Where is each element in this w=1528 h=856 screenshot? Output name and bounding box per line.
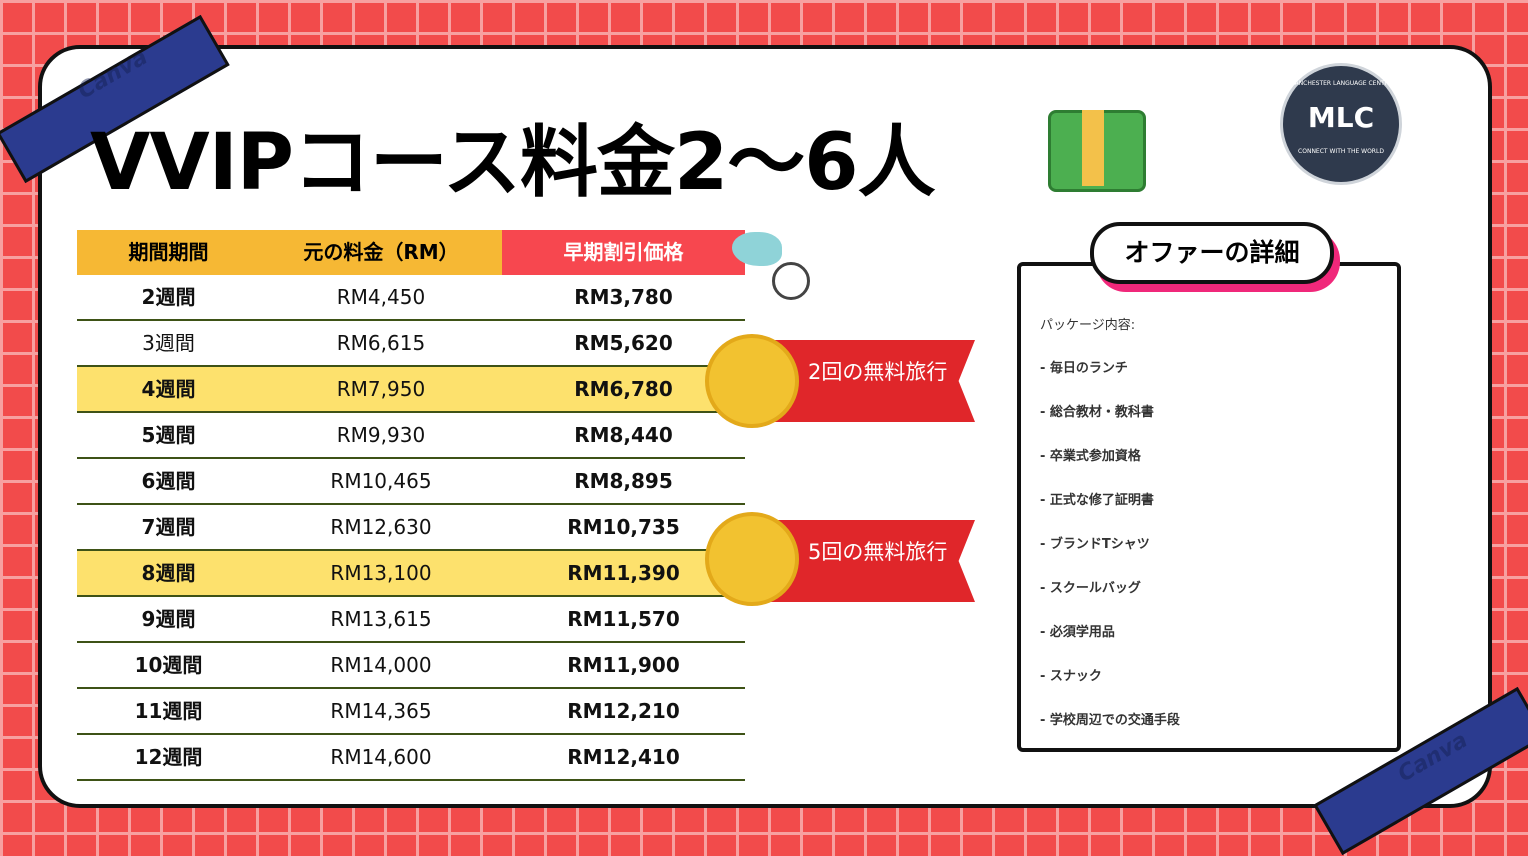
badge [705,334,799,428]
table-cell: RM14,000 [330,653,432,677]
table-cell: RM14,600 [330,745,432,769]
table-row: 4週間 RM7,950 RM6,780 [77,367,745,413]
table-cell: RM14,365 [330,699,432,723]
column-header: 早期割引価格 [502,230,745,275]
table-cell: RM12,210 [567,699,680,723]
table-row: 10週間 RM14,000 RM11,900 [77,643,745,689]
table-cell: RM13,615 [330,607,432,631]
badge [705,512,799,606]
offer-item: - 正式な修了証明書 [1040,493,1154,508]
table-cell: 5週間 [141,423,196,447]
table-row: 11週間 RM14,365 RM12,210 [77,689,745,735]
table-cell: 3週間 [142,331,195,355]
clock-icon [772,262,810,300]
table-row: 8週間 RM13,100 RM11,390 [77,551,745,597]
ribbon [770,340,975,422]
table-cell: 11週間 [134,699,203,723]
table-row: 6週間 RM10,465 RM8,895 [77,459,745,505]
table-cell: 10週間 [134,653,203,677]
table-row: 5週間 RM9,930 RM8,440 [77,413,745,459]
table-cell: RM11,390 [567,561,680,585]
table-cell: RM6,615 [336,331,426,355]
table-cell: RM12,410 [567,745,680,769]
table-cell: 4週間 [141,377,196,401]
offer-item: - 卒業式参加資格 [1040,449,1141,464]
ribbon [770,520,975,602]
logo-tagline: CONNECT WITH THE WORLD [1298,148,1384,155]
offer-item: - スナック [1040,669,1102,684]
table-cell: RM7,950 [336,377,426,401]
ribbon-text: 2回の無料旅行 [808,360,948,384]
table-cell: RM4,450 [336,285,426,309]
table-cell: 12週間 [134,745,203,769]
table-cell: 8週間 [141,561,196,585]
table-cell: 6週間 [141,469,196,493]
table-cell: 9週間 [141,607,196,631]
table-row: 3週間 RM6,615 RM5,620 [77,321,745,367]
logo-initials: MLC [1307,101,1375,134]
bird-icon [732,232,782,266]
offer-item: - スクールバッグ [1040,581,1141,596]
ribbon-text: 5回の無料旅行 [808,540,948,564]
money-band [1082,110,1104,186]
table-cell: RM12,630 [330,515,432,539]
table-row: 12週間 RM14,600 RM12,410 [77,735,745,781]
logo-name: MANCHESTER LANGUAGE CENTRE [1289,80,1393,87]
table-cell: RM11,900 [567,653,680,677]
table-cell: RM11,570 [567,607,680,631]
offer-item: - 総合教材・教科書 [1040,405,1154,420]
offer-item: - 必須学用品 [1040,625,1115,640]
table-cell: 7週間 [141,515,196,539]
offer-subtitle: パッケージ内容: [1040,318,1136,333]
table-cell: RM8,895 [574,469,673,493]
offer-title: オファーの詳細 [1090,222,1334,284]
title: VVIPコース料金2〜6人 [90,118,936,208]
table-row: 7週間 RM12,630 RM10,735 [77,505,745,551]
card [38,45,1492,808]
table-cell: RM10,735 [567,515,680,539]
column-header: 期間期間 [77,230,260,275]
table-cell: RM5,620 [574,331,673,355]
table-cell: RM13,100 [330,561,432,585]
offer-item: - 毎日のランチ [1040,361,1128,376]
column-header: 元の料金（RM） [260,230,502,275]
table-cell: 2週間 [141,285,196,309]
table-row: 2週間 RM4,450 RM3,780 [77,275,745,321]
logo: MANCHESTER LANGUAGE CENTRE MLC CONNECT W… [1280,63,1402,185]
offer-item: - ブランドTシャツ [1040,537,1150,552]
table-cell: RM9,930 [336,423,426,447]
table-row: 9週間 RM13,615 RM11,570 [77,597,745,643]
table-cell: RM6,780 [574,377,673,401]
table-cell: RM8,440 [574,423,673,447]
table-cell: RM10,465 [330,469,432,493]
offer-item: - 学校周辺での交通手段 [1040,713,1180,728]
table-cell: RM3,780 [574,285,673,309]
